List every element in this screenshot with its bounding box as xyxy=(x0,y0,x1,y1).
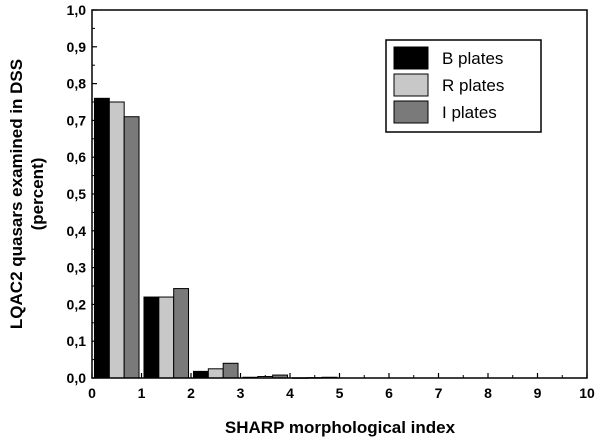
x-axis-ticks: 0 1 2 3 4 5 6 7 8 9 10 xyxy=(88,373,595,401)
bars xyxy=(93,97,338,379)
x-tick-label: 7 xyxy=(435,385,443,401)
x-tick-label: 3 xyxy=(237,385,245,401)
y-tick-label: 0,5 xyxy=(67,186,87,202)
x-tick-label: 6 xyxy=(385,385,393,401)
legend-label: B plates xyxy=(442,49,503,68)
bar-i-plates xyxy=(173,288,190,379)
bar-r-plates xyxy=(158,296,175,379)
legend-swatch xyxy=(393,73,429,97)
bar-b-plates xyxy=(93,97,110,379)
x-tick-label: 5 xyxy=(336,385,344,401)
legend-swatch xyxy=(393,46,429,70)
y-tick-label: 1,0 xyxy=(67,2,87,18)
x-axis-title: SHARP morphological index xyxy=(225,418,456,437)
x-tick-label: 10 xyxy=(579,385,595,401)
y-tick-label: 0,7 xyxy=(67,112,87,128)
legend-swatch xyxy=(393,100,429,124)
bar-b-plates xyxy=(143,296,160,379)
bar-i-plates xyxy=(222,362,239,379)
legend-label: R plates xyxy=(442,76,504,95)
y-tick-label: 0,4 xyxy=(67,223,87,239)
legend-label: I plates xyxy=(442,103,497,122)
x-tick-label: 8 xyxy=(484,385,492,401)
bar-i-plates xyxy=(123,116,140,379)
x-tick-label: 2 xyxy=(187,385,195,401)
y-tick-label: 0,2 xyxy=(67,296,87,312)
y-tick-label: 0,0 xyxy=(67,370,87,386)
legend: B plates R plates I plates xyxy=(385,39,542,133)
y-tick-label: 0,6 xyxy=(67,149,87,165)
plot-frame xyxy=(91,9,588,379)
bar-r-plates xyxy=(108,101,125,379)
y-tick-label: 0,3 xyxy=(67,260,87,276)
bar-r-plates xyxy=(207,368,224,379)
x-tick-label: 9 xyxy=(534,385,542,401)
y-axis-title-line-2: (percent) xyxy=(28,158,47,231)
bar-b-plates xyxy=(192,370,209,379)
y-axis-title-line-1: LQAC2 quasars examined in DSS xyxy=(7,59,26,329)
y-tick-label: 0,8 xyxy=(67,76,87,92)
y-tick-label: 0,1 xyxy=(67,333,87,349)
x-tick-label: 1 xyxy=(138,385,146,401)
x-tick-label: 0 xyxy=(88,385,96,401)
y-tick-label: 0,9 xyxy=(67,39,87,55)
x-tick-label: 4 xyxy=(286,385,294,401)
